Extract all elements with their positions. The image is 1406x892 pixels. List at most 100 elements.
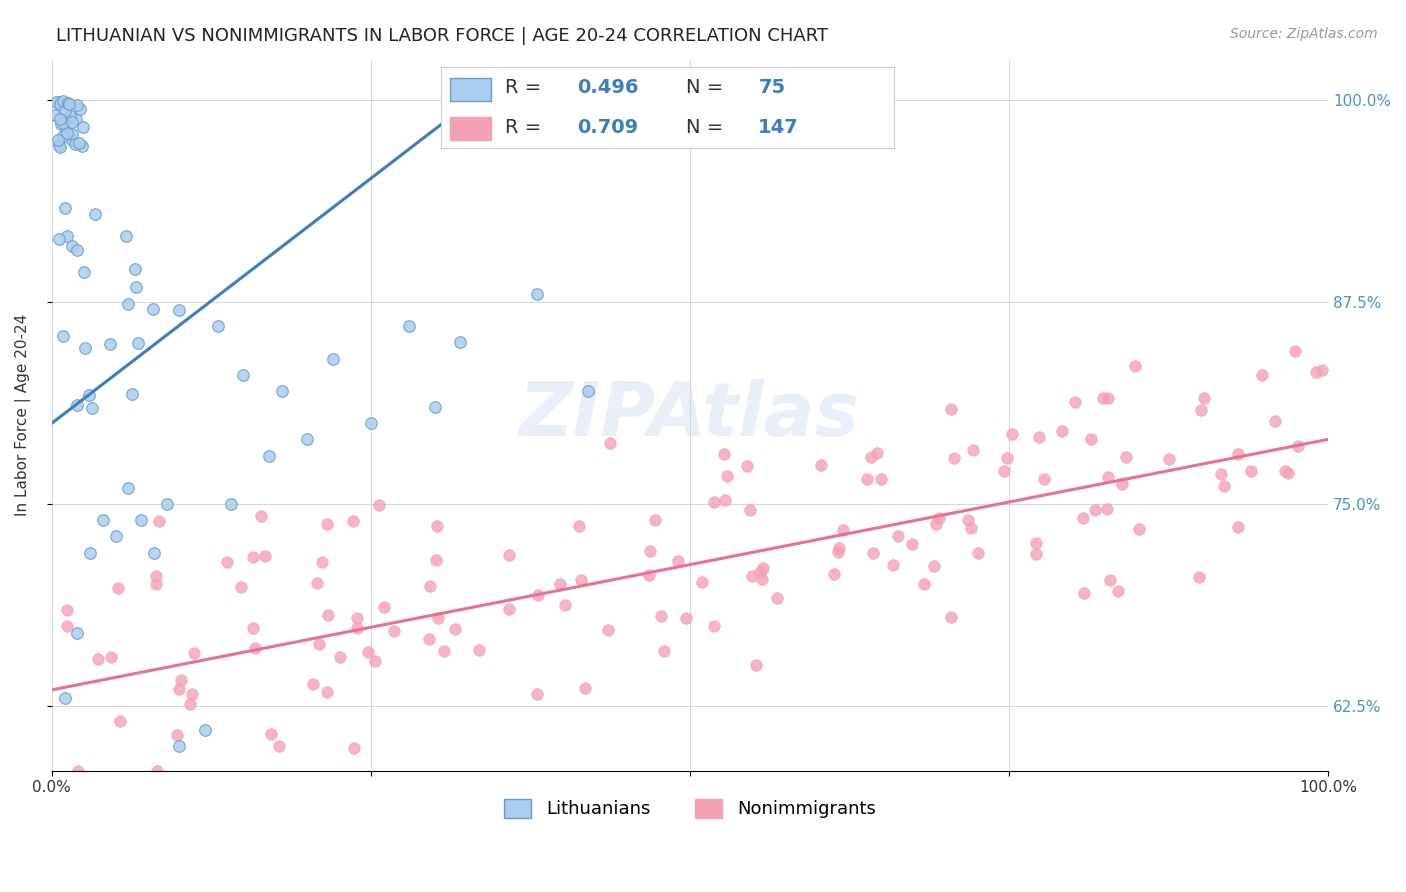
Point: [48, 140, 70, 154]
Point: [142, 545, 165, 559]
Point: [66, 626, 89, 640]
Point: [599, 436, 621, 450]
Legend: Lithuanians, Nonimmigrants: Lithuanians, Nonimmigrants: [498, 792, 883, 826]
Point: [257, 449, 280, 463]
Point: [1071, 511, 1094, 525]
Point: [526, 687, 548, 701]
Point: [302, 677, 325, 691]
Point: [419, 579, 441, 593]
Point: [67, 764, 90, 778]
Point: [901, 537, 924, 551]
Point: [526, 587, 548, 601]
Point: [751, 572, 773, 586]
Point: [1033, 473, 1056, 487]
Point: [922, 559, 945, 574]
Point: [91, 513, 114, 527]
Point: [53, 103, 76, 118]
Point: [124, 261, 146, 276]
Point: [127, 336, 149, 351]
Point: [308, 637, 330, 651]
Point: [1080, 432, 1102, 446]
Point: [58, 96, 80, 111]
Point: [100, 649, 122, 664]
Text: LITHUANIAN VS NONIMMIGRANTS IN LABOR FORCE | AGE 20-24 CORRELATION CHART: LITHUANIAN VS NONIMMIGRANTS IN LABOR FOR…: [56, 27, 828, 45]
Point: [329, 650, 352, 665]
Point: [1098, 573, 1121, 587]
Point: [66, 98, 89, 112]
Point: [311, 555, 333, 569]
Point: [1095, 501, 1118, 516]
Point: [1128, 522, 1150, 536]
Point: [882, 558, 904, 572]
Point: [53, 201, 76, 215]
Point: [644, 513, 666, 527]
Point: [828, 541, 851, 555]
Point: [363, 654, 385, 668]
Point: [832, 523, 855, 537]
Point: [690, 574, 713, 589]
Point: [229, 580, 252, 594]
Point: [1264, 414, 1286, 428]
Point: [928, 510, 950, 524]
Point: [866, 446, 889, 460]
Point: [887, 529, 910, 543]
Point: [79, 388, 101, 402]
Point: [56, 619, 79, 633]
Point: [260, 727, 283, 741]
Point: [60, 127, 83, 141]
Point: [49, 118, 72, 132]
Point: [449, 335, 471, 350]
Point: [925, 516, 948, 531]
Point: [65, 112, 87, 126]
Point: [426, 611, 449, 625]
Point: [316, 516, 339, 531]
Point: [148, 514, 170, 528]
Point: [84, 207, 107, 221]
Point: [738, 502, 761, 516]
Point: [342, 514, 364, 528]
Point: [640, 544, 662, 558]
Point: [66, 244, 89, 258]
Point: [295, 433, 318, 447]
Point: [179, 697, 201, 711]
Point: [1097, 469, 1119, 483]
Point: [49, 112, 72, 127]
Point: [322, 351, 344, 366]
Point: [554, 598, 576, 612]
Point: [993, 464, 1015, 478]
Point: [169, 303, 191, 318]
Point: [423, 400, 446, 414]
Point: [52, 95, 75, 109]
Point: [254, 549, 277, 563]
Text: ZIPAtlas: ZIPAtlas: [519, 378, 860, 451]
Point: [1091, 392, 1114, 406]
Point: [956, 513, 979, 527]
Point: [666, 553, 689, 567]
Point: [170, 673, 193, 687]
Point: [713, 493, 735, 508]
Point: [425, 553, 447, 567]
Point: [1286, 439, 1309, 453]
Point: [48, 232, 70, 246]
Point: [939, 610, 962, 624]
Point: [870, 472, 893, 486]
Point: [52, 116, 75, 130]
Point: [1097, 392, 1119, 406]
Point: [82, 401, 104, 415]
Point: [1209, 467, 1232, 482]
Point: [1050, 424, 1073, 438]
Point: [55, 229, 77, 244]
Point: [912, 576, 935, 591]
Point: [44, 108, 66, 122]
Point: [745, 657, 768, 672]
Point: [117, 481, 139, 495]
Point: [498, 602, 520, 616]
Point: [713, 447, 735, 461]
Point: [752, 561, 775, 575]
Point: [48, 95, 70, 110]
Point: [1125, 359, 1147, 373]
Point: [426, 519, 449, 533]
Y-axis label: In Labor Force | Age 20-24: In Labor Force | Age 20-24: [15, 314, 31, 516]
Point: [59, 109, 82, 123]
Point: [1310, 363, 1333, 377]
